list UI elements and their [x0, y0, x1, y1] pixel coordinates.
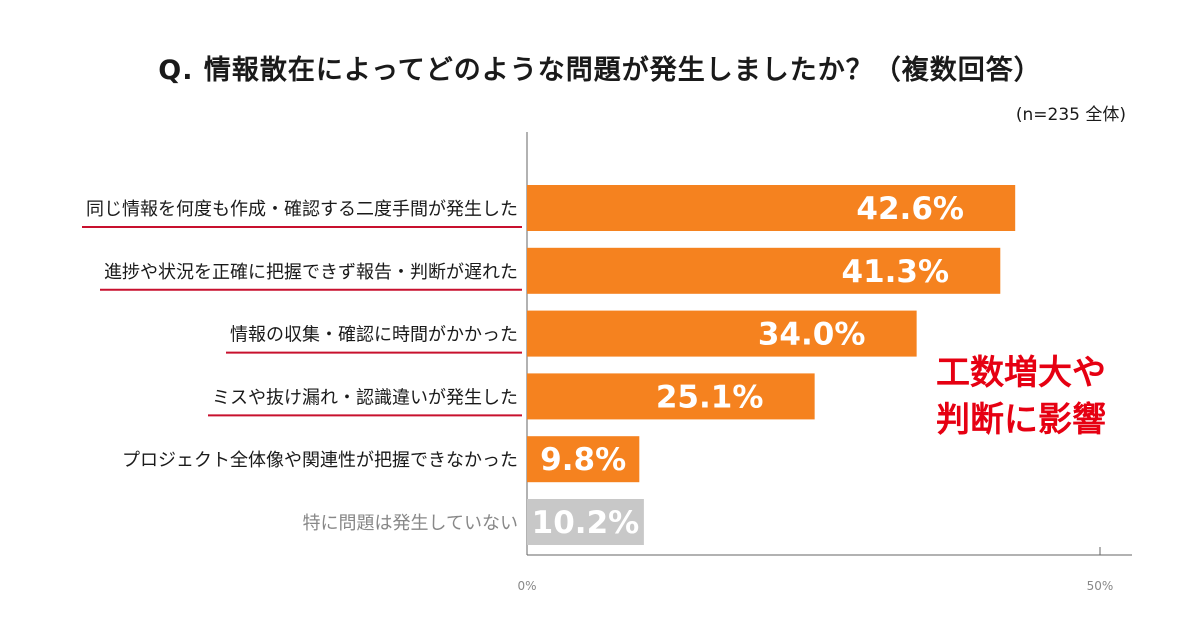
bar [527, 247, 1001, 294]
category-label: 情報の収集・確認に時間がかかった [230, 325, 518, 346]
sample-size-note: (n=235 全体) [1015, 105, 1126, 125]
value-label: 25.1% [656, 379, 764, 415]
value-label: 10.2% [532, 505, 640, 541]
callout-line-2: 判断に影響 [936, 400, 1106, 440]
callout-line-1: 工数増大や [936, 353, 1106, 393]
bar [527, 310, 917, 357]
value-label: 42.6% [856, 191, 964, 227]
x-tick-label: 50% [1087, 579, 1114, 593]
bar [527, 373, 815, 420]
value-label: 9.8% [540, 442, 626, 478]
category-label: ミスや抜け漏れ・認識違いが発生した [212, 387, 518, 408]
category-label: 特に問題は発生していない [303, 513, 518, 534]
value-label: 41.3% [842, 254, 950, 290]
chart-title: Q. 情報散在によってどのような問題が発生しましたか？（複数回答） [158, 55, 1042, 86]
callout-text: 工数増大や 判断に影響 [936, 350, 1106, 444]
category-label: 同じ情報を何度も作成・確認する二度手間が発生した [86, 199, 518, 220]
value-label: 34.0% [758, 317, 866, 353]
category-label: プロジェクト全体像や関連性が把握できなかった [122, 450, 518, 471]
x-tick-label: 0% [517, 579, 536, 593]
bar [527, 436, 640, 483]
bar [527, 185, 1016, 231]
bar [527, 499, 644, 545]
category-label: 進捗や状況を正確に把握できず報告・判断が遅れた [104, 262, 518, 283]
